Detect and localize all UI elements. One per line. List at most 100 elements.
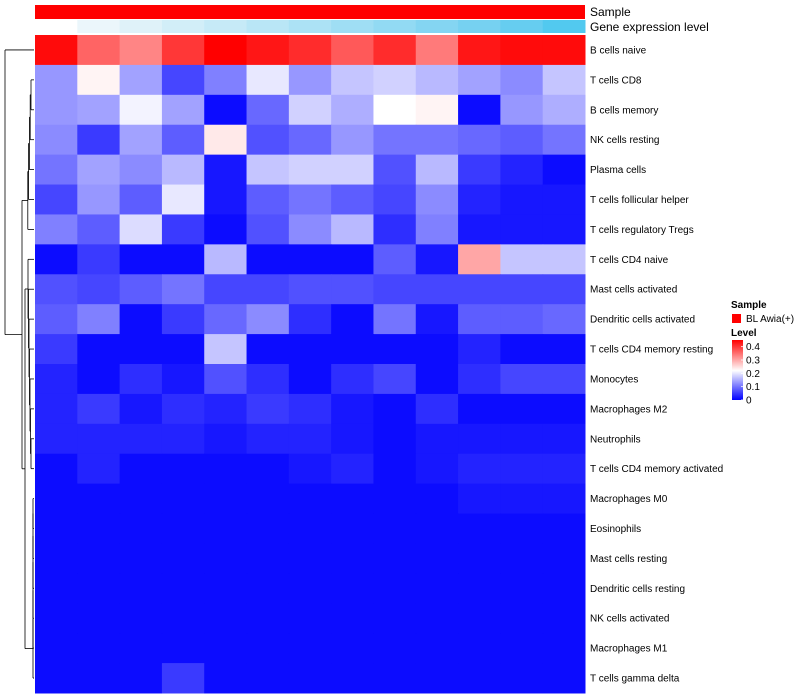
row-label: Neutrophils: [590, 434, 641, 445]
heatmap-cell: [77, 663, 121, 694]
heatmap-cell: [288, 633, 332, 664]
heatmap-cell: [415, 35, 459, 66]
expression-annotation-cell: [500, 20, 544, 33]
heatmap-cell: [542, 663, 586, 694]
heatmap-cell: [288, 513, 332, 544]
heatmap-cell: [331, 393, 374, 425]
heatmap-cell: [415, 274, 459, 305]
heatmap-cell: [35, 573, 78, 604]
heatmap-cell: [331, 334, 374, 365]
heatmap-cell: [35, 184, 78, 215]
heatmap-cell: [331, 633, 374, 664]
heatmap-cell: [161, 94, 205, 126]
heatmap-cell: [373, 364, 417, 395]
sample-annotation-label: Sample: [590, 5, 631, 19]
heatmap-cell: [246, 364, 290, 395]
heatmap-cell: [246, 423, 290, 455]
heatmap-cell: [373, 513, 417, 544]
heatmap-cell: [77, 603, 121, 634]
heatmap-cell: [500, 64, 544, 96]
heatmap-cell: [35, 124, 78, 156]
expression-annotation-cell: [246, 20, 290, 33]
heatmap-cell: [246, 334, 290, 365]
heatmap-cell: [458, 214, 501, 245]
heatmap-cell: [77, 543, 121, 574]
heatmap-cell: [204, 244, 248, 275]
heatmap-cell: [500, 124, 544, 156]
heatmap-cell: [373, 423, 417, 455]
heatmap-cell: [458, 184, 501, 215]
heatmap-cell: [331, 483, 374, 515]
heatmap-cell: [204, 543, 248, 574]
heatmap-cell: [500, 334, 544, 365]
row-label: Eosinophils: [590, 524, 641, 535]
heatmap-cell: [373, 184, 417, 215]
heatmap-cell: [119, 214, 163, 245]
heatmap-cell: [35, 393, 78, 425]
heatmap-cell: [373, 483, 417, 515]
heatmap-cell: [373, 304, 417, 335]
heatmap-cell: [161, 543, 205, 574]
expression-annotation-cell: [204, 20, 248, 33]
heatmap-cell: [77, 274, 121, 305]
row-label: Mast cells activated: [590, 285, 677, 296]
heatmap-cell: [373, 35, 417, 66]
heatmap-cell: [246, 214, 290, 245]
heatmap-cell: [458, 513, 501, 544]
heatmap-cell: [77, 573, 121, 604]
heatmap-cell: [204, 94, 248, 126]
heatmap-cell: [35, 633, 78, 664]
heatmap-cell: [161, 244, 205, 275]
heatmap-cell: [204, 184, 248, 215]
heatmap-cell: [246, 633, 290, 664]
row-label: Macrophages M2: [590, 404, 668, 415]
row-label: T cells CD4 memory resting: [590, 345, 713, 356]
row-label: T cells follicular helper: [590, 195, 689, 206]
heatmap-cell: [288, 364, 332, 395]
heatmap-cell: [415, 64, 459, 96]
heatmap-cell: [77, 64, 121, 96]
heatmap-cell: [77, 364, 121, 395]
heatmap-cell: [119, 663, 163, 694]
heatmap-cell: [415, 423, 459, 455]
heatmap-cell: [119, 35, 163, 66]
heatmap-cell: [119, 154, 163, 186]
heatmap-cell: [288, 154, 332, 186]
heatmap-cell: [288, 274, 332, 305]
heatmap-cell: [161, 483, 205, 515]
heatmap-cell: [161, 124, 205, 156]
legend-tick-label: 0.2: [746, 369, 760, 380]
expression-annotation-cell: [119, 20, 163, 33]
heatmap-cell: [119, 94, 163, 126]
heatmap-cell: [415, 184, 459, 215]
heatmap-cell: [77, 184, 121, 215]
row-label: T cells CD8: [590, 75, 642, 86]
heatmap-cells: [35, 35, 586, 694]
heatmap-cell: [288, 184, 332, 215]
heatmap-cell: [35, 214, 78, 245]
heatmap-cell: [288, 423, 332, 455]
heatmap-cell: [373, 453, 417, 485]
heatmap-cell: [35, 483, 78, 515]
heatmap-cell: [119, 513, 163, 544]
heatmap-cell: [77, 483, 121, 515]
heatmap-cell: [542, 573, 586, 604]
heatmap-cell: [458, 423, 501, 455]
legend-level-colorbar: [732, 340, 743, 400]
heatmap-cell: [119, 124, 163, 156]
expression-annotation-cell: [288, 20, 332, 33]
heatmap-cell: [161, 184, 205, 215]
legend-tick-label: 0.3: [746, 356, 760, 367]
heatmap-cell: [246, 244, 290, 275]
expression-annotation-cell: [161, 20, 205, 33]
heatmap-cell: [458, 483, 501, 515]
heatmap-cell: [288, 35, 332, 66]
expression-annotation-cell: [415, 20, 459, 33]
heatmap-cell: [373, 603, 417, 634]
heatmap-cell: [77, 154, 121, 186]
heatmap-cell: [161, 154, 205, 186]
heatmap-cell: [542, 393, 586, 425]
heatmap-cell: [35, 244, 78, 275]
heatmap-cell: [500, 94, 544, 126]
legend-sample-item: BL Awia(+): [746, 314, 794, 325]
